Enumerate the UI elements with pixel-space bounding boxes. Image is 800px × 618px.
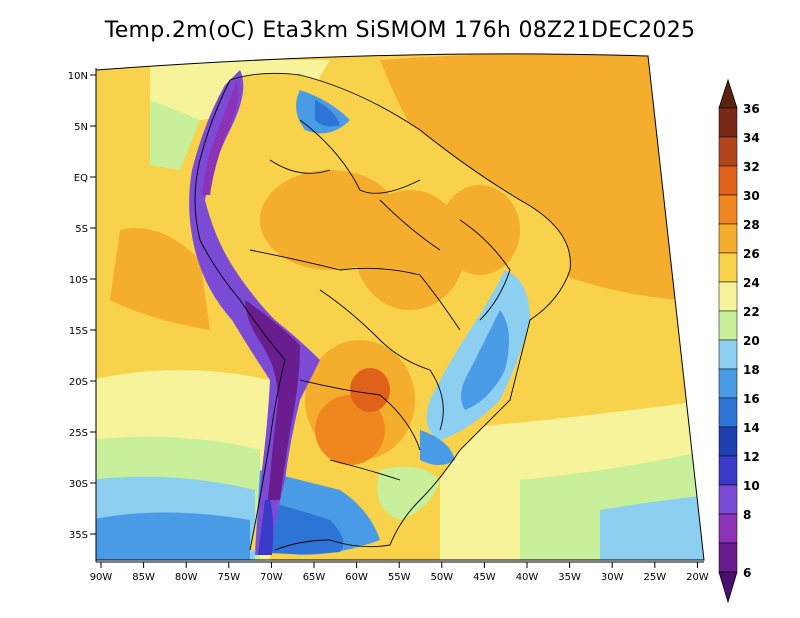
lon-tick-label: 80W — [175, 572, 198, 583]
colorbar-swatch — [718, 194, 738, 225]
lon-tick-label: 40W — [516, 572, 539, 583]
colorbar-swatch — [718, 455, 738, 486]
latitude-axis: 10N 5N EQ 5S 10S 15S 20S 25S 30S 35S — [68, 71, 96, 541]
lat-tick-label: 20S — [69, 377, 88, 388]
colorbar-label: 32 — [743, 160, 760, 174]
lon-tick-label: 35W — [558, 572, 581, 583]
lat-tick-label: 5S — [75, 224, 88, 235]
lon-tick-label: 65W — [303, 572, 326, 583]
colorbar-swatch — [718, 513, 738, 544]
lon-tick-label: 70W — [260, 572, 283, 583]
map-frame — [95, 53, 705, 561]
colorbar-label: 8 — [743, 508, 751, 522]
longitude-axis: 90W 85W 80W 75W 70W 65W 60W 55W 50W 45W 40W 35W 30W 2… — [90, 562, 709, 583]
lon-tick-label: 60W — [345, 572, 368, 583]
lat-tick-label: EQ — [74, 173, 88, 184]
colorbar-swatch — [718, 368, 738, 399]
colorbar-label: 26 — [743, 247, 760, 261]
colorbar-swatch — [718, 281, 738, 312]
colorbar-label: 10 — [743, 479, 760, 493]
colorbar: 6 8 10 12 14 16 18 20 22 24 26 28 30 32 34 36 — [718, 78, 760, 604]
colorbar-swatch — [718, 136, 738, 167]
colorbar-label: 34 — [743, 131, 760, 145]
temperature-field — [96, 53, 704, 560]
lon-tick-label: 90W — [90, 572, 113, 583]
colorbar-high-arrow — [718, 78, 738, 109]
lat-tick-label: 15S — [69, 326, 88, 337]
lat-tick-label: 30S — [69, 479, 88, 490]
colorbar-swatch — [718, 339, 738, 370]
map-title: Temp.2m(oC) Eta3km SiSMOM 176h 08Z21DEC2… — [104, 18, 696, 43]
country-borders — [194, 72, 571, 551]
colorbar-label: 16 — [743, 392, 760, 406]
colorbar-label: 20 — [743, 334, 760, 348]
colorbar-label: 28 — [743, 218, 760, 232]
lat-tick-label: 10N — [68, 71, 88, 82]
lon-tick-label: 50W — [430, 572, 453, 583]
colorbar-swatch — [718, 165, 738, 196]
colorbar-swatch — [718, 223, 738, 254]
colorbar-label: 24 — [743, 276, 760, 290]
colorbar-swatch — [718, 107, 738, 138]
colorbar-swatch — [718, 310, 738, 341]
lat-tick-label: 10S — [69, 275, 88, 286]
lon-tick-label: 75W — [217, 572, 240, 583]
colorbar-label: 12 — [743, 450, 760, 464]
colorbar-swatch — [718, 252, 738, 283]
lat-tick-label: 25S — [69, 428, 88, 439]
colorbar-swatch — [718, 397, 738, 428]
colorbar-label: 14 — [743, 421, 760, 435]
colorbar-label: 30 — [743, 189, 760, 203]
colorbar-low-arrow — [718, 571, 738, 604]
colorbar-label: 22 — [743, 305, 760, 319]
lon-tick-label: 45W — [473, 572, 496, 583]
lat-tick-label: 35S — [69, 530, 88, 541]
colorbar-label: 6 — [743, 566, 751, 580]
colorbar-swatch — [718, 542, 738, 573]
lon-tick-label: 85W — [132, 572, 155, 583]
lon-tick-label: 30W — [601, 572, 624, 583]
lon-tick-label: 55W — [388, 572, 411, 583]
lon-tick-label: 25W — [643, 572, 666, 583]
colorbar-swatch — [718, 426, 738, 457]
colorbar-label: 36 — [743, 102, 760, 116]
lon-tick-label: 20W — [686, 572, 709, 583]
colorbar-label: 18 — [743, 363, 760, 377]
colorbar-swatch — [718, 484, 738, 515]
lat-tick-label: 5N — [74, 122, 88, 133]
